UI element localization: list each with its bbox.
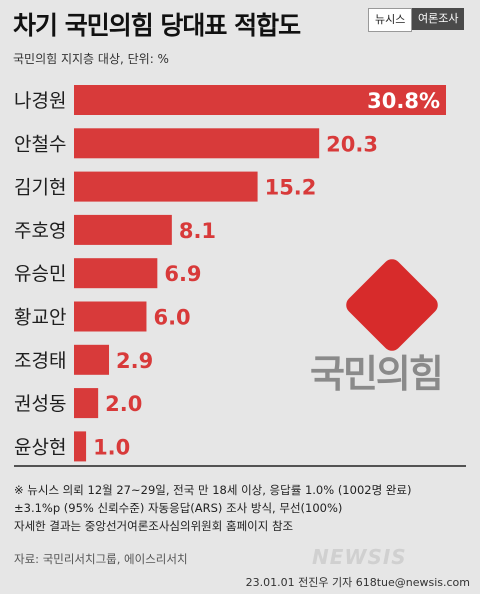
note-line: ※ 뉴시스 의뢰 12월 27~29일, 전국 만 18세 이상, 응답률 1.… bbox=[14, 483, 412, 497]
value-label: 15.2 bbox=[265, 176, 317, 200]
bars-layer: 나경원 30.8% 안철수 20.3 김기현 15.2 주호영 8.1 유승민 6.9 황교안 6.0… bbox=[14, 85, 446, 462]
party-logo-text: 국민의힘 bbox=[310, 352, 444, 396]
category-badge: 여론조사 bbox=[412, 8, 465, 30]
source-text: 자료: 국민리서치그룹, 에이스리서치 bbox=[14, 552, 188, 566]
bar bbox=[74, 128, 320, 159]
value-label: 1.0 bbox=[93, 435, 130, 459]
note-line: ±3.1%p (95% 신뢰수준) 자동응답(ARS) 조사 방식, 무선(10… bbox=[14, 501, 343, 515]
chart-title: 차기 국민의힘 당대표 적합도 bbox=[13, 11, 301, 40]
category-label: 윤상현 bbox=[14, 436, 66, 458]
value-label: 6.0 bbox=[153, 306, 190, 330]
credit-text: 23.01.01 전진우 기자 618tue@newsis.com bbox=[245, 576, 470, 589]
brand-badge: 뉴시스 bbox=[368, 8, 413, 32]
value-label: 20.3 bbox=[326, 132, 378, 156]
value-label: 8.1 bbox=[179, 219, 216, 243]
bar bbox=[74, 301, 147, 332]
bar-chart: 나경원 30.8% 안철수 20.3 김기현 15.2 주호영 8.1 유승민 6.9 황교안 6.0… bbox=[14, 85, 466, 467]
value-label: 2.0 bbox=[105, 392, 142, 416]
bar bbox=[74, 171, 258, 202]
bar bbox=[74, 344, 110, 375]
agency-watermark: NEWSIS bbox=[312, 545, 407, 569]
category-label: 안철수 bbox=[14, 133, 66, 155]
bar bbox=[74, 258, 158, 289]
bar bbox=[74, 431, 87, 462]
category-label: 나경원 bbox=[14, 90, 66, 112]
category-label: 유승민 bbox=[14, 263, 66, 285]
survey-notes: ※ 뉴시스 의뢰 12월 27~29일, 전국 만 18세 이상, 응답률 1.… bbox=[14, 481, 411, 535]
bar bbox=[74, 85, 446, 115]
value-label: 2.9 bbox=[116, 349, 153, 373]
bar bbox=[74, 214, 172, 245]
value-label: 6.9 bbox=[164, 262, 201, 286]
category-label: 김기현 bbox=[14, 177, 66, 199]
category-label: 조경태 bbox=[14, 350, 66, 372]
note-line: 자세한 결과는 중앙선거여론조사심의위원회 홈페이지 참조 bbox=[14, 519, 294, 533]
category-label: 황교안 bbox=[14, 307, 66, 329]
value-label: 30.8% bbox=[367, 89, 440, 113]
chart-subtitle: 국민의힘 지지층 대상, 단위: % bbox=[13, 52, 169, 66]
category-label: 권성동 bbox=[14, 393, 66, 415]
bar bbox=[74, 388, 99, 419]
category-label: 주호영 bbox=[14, 220, 66, 242]
